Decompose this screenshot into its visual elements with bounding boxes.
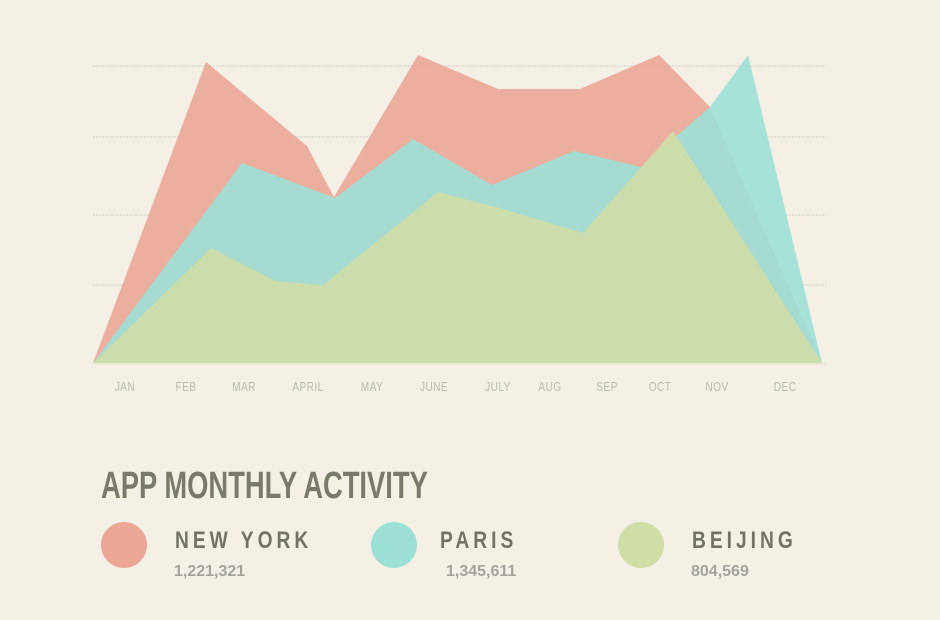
x-tick-label: AUG bbox=[538, 379, 562, 394]
x-tick-label: OCT bbox=[648, 379, 672, 394]
new-york-color-dot bbox=[101, 522, 147, 568]
beijing-color-dot bbox=[618, 522, 664, 568]
x-tick-label: APRIL bbox=[292, 379, 324, 394]
area-beijing bbox=[93, 131, 822, 363]
chart-areas bbox=[93, 55, 822, 363]
legend-name: PARIS bbox=[440, 527, 518, 554]
chart-title: APP MONTHLY ACTIVITY bbox=[101, 465, 428, 507]
x-tick-label: JAN bbox=[114, 379, 136, 394]
legend-value: 1,345,611 bbox=[446, 563, 517, 580]
x-tick-label: MAY bbox=[360, 379, 384, 394]
paris-color-dot bbox=[371, 522, 417, 568]
x-tick-label: MAR bbox=[232, 379, 256, 394]
legend-name: BEIJING bbox=[692, 527, 797, 554]
legend-value: 1,221,321 bbox=[174, 563, 246, 580]
x-tick-label: JUNE bbox=[419, 379, 449, 394]
legend-value: 804,569 bbox=[691, 563, 749, 580]
x-tick-label: JULY bbox=[485, 379, 511, 394]
x-tick-label: NOV bbox=[705, 379, 729, 394]
legend-name: NEW YORK bbox=[175, 527, 313, 554]
x-tick-label: SEP bbox=[596, 379, 618, 394]
x-tick-label: DEC bbox=[773, 379, 797, 394]
x-tick-label: FEB bbox=[175, 379, 197, 394]
